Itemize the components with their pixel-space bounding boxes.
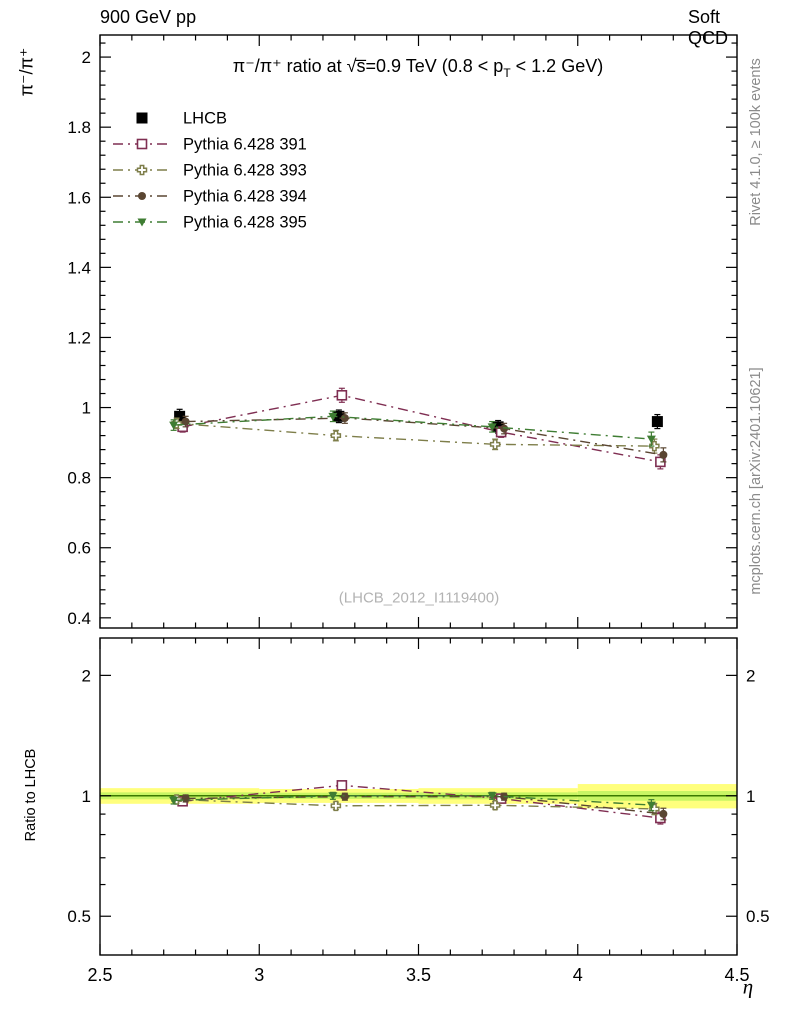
svg-text:0.6: 0.6 <box>67 539 91 558</box>
x-axis-label: η <box>742 974 754 999</box>
svg-text:Pythia 6.428 393: Pythia 6.428 393 <box>183 162 307 180</box>
svg-text:3: 3 <box>254 965 264 985</box>
svg-text:4.5: 4.5 <box>724 965 749 985</box>
mcplots-arxiv-note: mcplots.cern.ch [arXiv:2401.10621] <box>748 367 764 595</box>
svg-text:0.8: 0.8 <box>67 469 91 488</box>
y-axis-label-main: π⁻/π⁺ <box>16 47 37 97</box>
plot-title-subscript: T <box>503 65 511 80</box>
svg-text:1: 1 <box>746 787 755 806</box>
svg-text:2: 2 <box>82 48 91 67</box>
analysis-id-watermark: (LHCB_2012_I1119400) <box>338 589 500 607</box>
svg-text:1: 1 <box>82 399 91 418</box>
svg-text:3.5: 3.5 <box>406 965 431 985</box>
svg-text:1.8: 1.8 <box>67 118 91 137</box>
svg-text:2: 2 <box>746 666 755 685</box>
svg-text:Pythia 6.428 395: Pythia 6.428 395 <box>183 214 307 232</box>
rivet-version-note: Rivet 4.1.0, ≥ 100k events <box>748 58 764 226</box>
svg-text:1.4: 1.4 <box>67 258 91 277</box>
svg-text:2.5: 2.5 <box>87 965 112 985</box>
y-axis-label-ratio: Ratio to LHCB <box>23 748 39 842</box>
svg-text:1.6: 1.6 <box>67 188 91 207</box>
svg-text:0.5: 0.5 <box>746 907 770 926</box>
svg-text:Pythia 6.428 394: Pythia 6.428 394 <box>183 188 307 206</box>
plot-title-pre: π⁻/π⁺ ratio at √s̅=0.9 TeV (0.8 < p <box>232 56 504 77</box>
svg-text:0.4: 0.4 <box>67 609 91 628</box>
svg-text:1: 1 <box>82 787 91 806</box>
svg-text:LHCB: LHCB <box>183 110 227 128</box>
svg-text:0.5: 0.5 <box>67 907 91 926</box>
beam-energy-label: 900 GeV pp <box>100 7 197 27</box>
svg-text:1.2: 1.2 <box>67 328 91 347</box>
plot-title-post: < 1.2 GeV) <box>510 56 604 77</box>
process-group-label: Soft QCD <box>688 7 728 48</box>
plot-title: π⁻/π⁺ ratio at √s̅=0.9 TeV (0.8 < pT < 1… <box>233 56 603 80</box>
svg-text:4: 4 <box>573 965 583 985</box>
svg-text:Pythia 6.428 391: Pythia 6.428 391 <box>183 136 307 154</box>
svg-text:2: 2 <box>82 666 91 685</box>
